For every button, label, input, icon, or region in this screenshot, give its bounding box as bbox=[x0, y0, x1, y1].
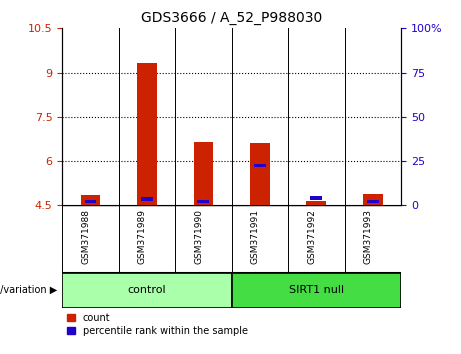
Text: GSM371993: GSM371993 bbox=[364, 209, 373, 264]
Bar bbox=[310, 196, 322, 200]
Text: GSM371992: GSM371992 bbox=[307, 209, 316, 264]
FancyBboxPatch shape bbox=[62, 273, 231, 308]
Bar bbox=[137, 63, 157, 205]
Text: GSM371991: GSM371991 bbox=[251, 209, 260, 264]
Bar bbox=[367, 200, 379, 204]
Bar bbox=[194, 142, 213, 205]
Bar bbox=[81, 195, 100, 205]
Bar bbox=[84, 200, 96, 204]
Bar bbox=[250, 143, 270, 205]
Text: genotype/variation ▶: genotype/variation ▶ bbox=[0, 285, 58, 295]
Bar bbox=[141, 197, 153, 201]
Text: SIRT1 null: SIRT1 null bbox=[289, 285, 344, 295]
Text: GSM371990: GSM371990 bbox=[195, 209, 203, 264]
Text: control: control bbox=[128, 285, 166, 295]
Bar bbox=[254, 164, 266, 167]
Text: GSM371989: GSM371989 bbox=[138, 209, 147, 264]
Text: GSM371988: GSM371988 bbox=[82, 209, 90, 264]
Bar bbox=[307, 201, 326, 205]
Legend: count, percentile rank within the sample: count, percentile rank within the sample bbox=[67, 313, 248, 336]
Bar bbox=[197, 200, 209, 204]
Bar bbox=[363, 194, 383, 205]
Title: GDS3666 / A_52_P988030: GDS3666 / A_52_P988030 bbox=[141, 11, 322, 24]
FancyBboxPatch shape bbox=[231, 273, 401, 308]
